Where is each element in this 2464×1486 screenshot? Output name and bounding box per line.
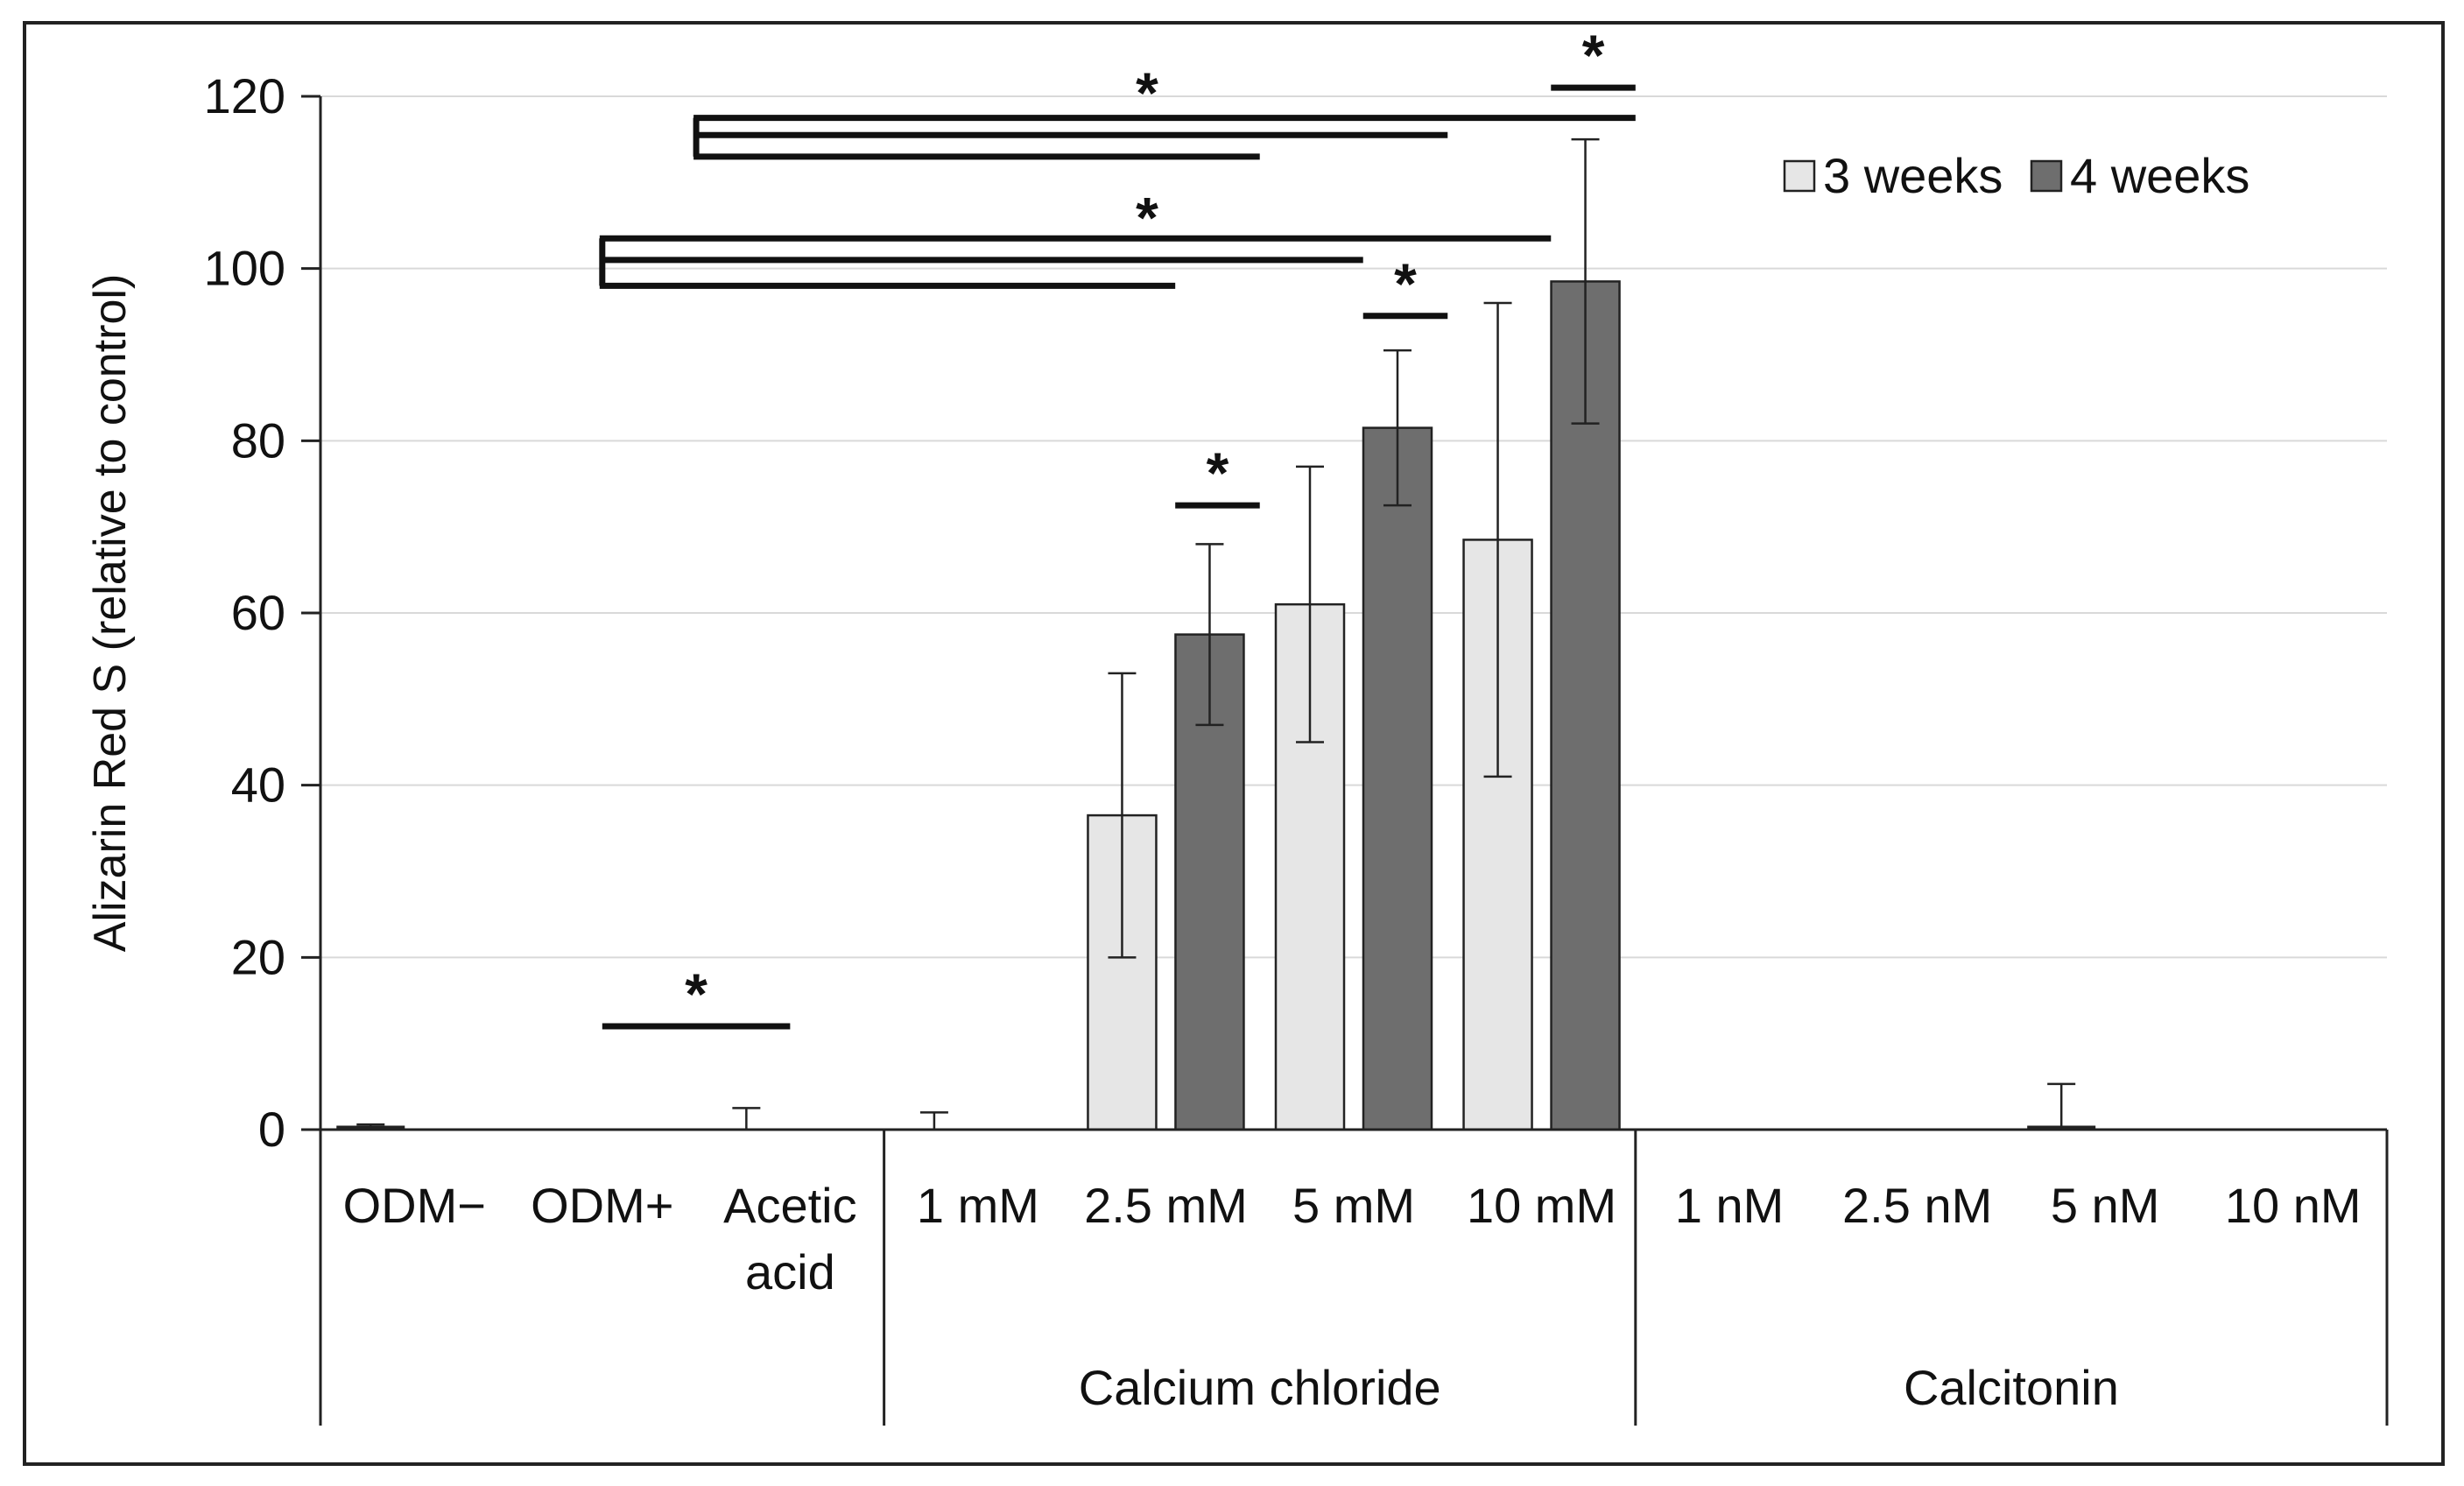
group-label: Calcium chloride (1079, 1360, 1441, 1415)
category-label: 5 mM (1292, 1178, 1415, 1233)
significance-annotations: * * * * * * (599, 23, 1636, 1030)
significance-star: * (1136, 60, 1158, 125)
category-label: ODM+ (531, 1178, 673, 1233)
legend-swatch-4-weeks (2030, 159, 2063, 193)
gridlines (320, 95, 2387, 959)
group-label: Calcitonin (1904, 1360, 2119, 1415)
category-label: 5 nM (2051, 1178, 2160, 1233)
axes: 0 20 40 60 80 100 120 Calcium chloride Calcitoni… (204, 68, 2389, 1426)
category-label: Acetic (723, 1178, 857, 1233)
legend-label-4-weeks: 4 weeks (2070, 148, 2249, 203)
significance-star: * (685, 961, 708, 1026)
category-label: 2.5 mM (1084, 1178, 1248, 1233)
y-tick-label: 0 (258, 1102, 285, 1157)
y-axis-title: Alizarin Red S (relative to control) (85, 274, 136, 953)
y-tick-label: 20 (231, 929, 285, 984)
y-tick-label: 40 (231, 757, 285, 813)
category-label: acid (745, 1244, 835, 1299)
significance-star: * (1394, 251, 1417, 316)
category-label: 2.5 nM (1842, 1178, 1992, 1233)
legend: 3 weeks 4 weeks (1783, 148, 2249, 203)
legend-swatch-3-weeks (1783, 159, 1816, 193)
category-label: 1 mM (917, 1178, 1039, 1233)
category-label: 10 mM (1467, 1178, 1616, 1233)
y-tick-label: 120 (204, 68, 285, 123)
y-tick-label: 100 (204, 241, 285, 296)
bar (1362, 426, 1433, 1131)
significance-star: * (1136, 186, 1158, 250)
significance-star: * (1207, 440, 1229, 505)
y-tick-label: 60 (231, 585, 285, 640)
legend-label-3-weeks: 3 weeks (1823, 148, 2003, 203)
y-tick-label: 80 (231, 412, 285, 468)
category-label: 10 nM (2225, 1178, 2362, 1233)
category-label: 1 nM (1675, 1178, 1785, 1233)
error-bars (356, 137, 2076, 1130)
significance-star: * (1582, 23, 1605, 88)
category-label: ODM− (343, 1178, 486, 1233)
